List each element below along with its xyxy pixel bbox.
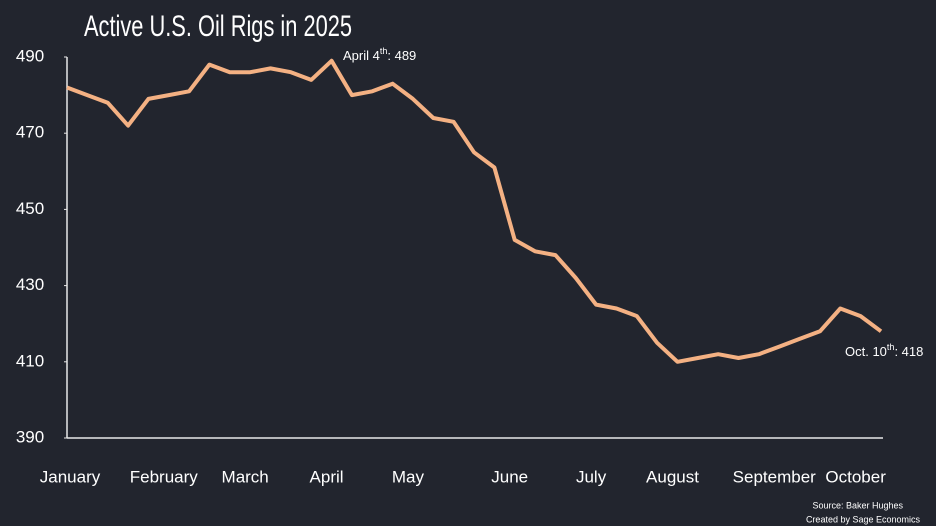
y-tick-label: 390 bbox=[16, 427, 44, 446]
x-tick-label: July bbox=[576, 467, 607, 486]
x-tick-label: August bbox=[646, 467, 699, 486]
source: Source: Baker Hughes bbox=[812, 500, 903, 510]
annotation: Oct. 10th: 418 bbox=[845, 342, 923, 359]
chart-title: Active U.S. Oil Rigs in 2025 bbox=[84, 10, 352, 43]
y-tick-label: 450 bbox=[16, 199, 44, 218]
y-tick-label: 490 bbox=[16, 46, 44, 65]
x-tick-label: April bbox=[310, 467, 344, 486]
annotation-text: Oct. 10 bbox=[845, 344, 887, 359]
x-tick-label: October bbox=[825, 467, 886, 486]
annotation-text: April 4 bbox=[343, 48, 380, 63]
x-tick-label: February bbox=[130, 467, 199, 486]
x-tick-label: May bbox=[392, 467, 425, 486]
y-tick-label: 430 bbox=[16, 275, 44, 294]
credit: Created by Sage Economics bbox=[806, 514, 921, 524]
y-tick-label: 470 bbox=[16, 123, 44, 142]
annotation-sup: th bbox=[887, 342, 895, 352]
y-tick-label: 410 bbox=[16, 351, 44, 370]
x-tick-label: September bbox=[733, 467, 816, 486]
annotation: April 4th: 489 bbox=[343, 46, 416, 63]
annotation-rest: : 489 bbox=[387, 48, 416, 63]
annotation-rest: : 418 bbox=[894, 344, 923, 359]
annotation-sup: th bbox=[380, 46, 388, 56]
x-tick-label: June bbox=[491, 467, 528, 486]
data-line bbox=[66, 58, 883, 364]
x-tick-label: January bbox=[40, 467, 101, 486]
x-tick-label: March bbox=[222, 467, 269, 486]
